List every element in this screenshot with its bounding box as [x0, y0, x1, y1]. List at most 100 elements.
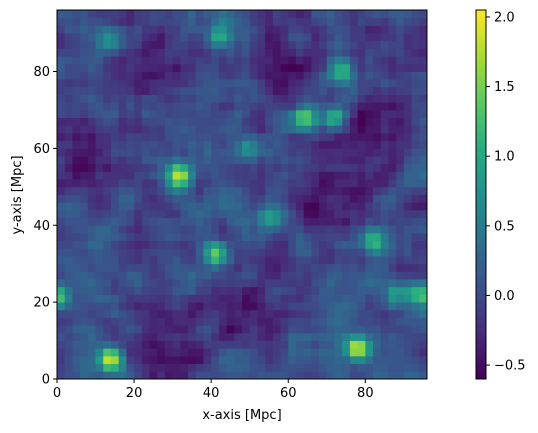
- heatmap-cell: [157, 309, 166, 318]
- heatmap-cell: [211, 171, 220, 180]
- heatmap-cell: [234, 117, 243, 126]
- heatmap-cell: [95, 125, 104, 134]
- heatmap-cell: [280, 348, 289, 357]
- heatmap-cell: [72, 256, 81, 265]
- heatmap-cell: [126, 309, 135, 318]
- heatmap-cell: [72, 102, 81, 111]
- heatmap-cell: [257, 10, 266, 19]
- heatmap-cell: [403, 171, 412, 180]
- heatmap-cell: [249, 232, 258, 242]
- heatmap-cell: [349, 202, 359, 211]
- heatmap-cells: [57, 10, 428, 380]
- heatmap-cell: [211, 309, 220, 318]
- heatmap-cell: [172, 86, 181, 95]
- heatmap-cell: [326, 71, 335, 80]
- heatmap-cell: [87, 17, 96, 26]
- heatmap-cell: [149, 148, 158, 157]
- heatmap-cell: [403, 109, 412, 119]
- heatmap-cell: [195, 309, 204, 318]
- heatmap-cell: [203, 294, 212, 303]
- heatmap-cell: [388, 325, 397, 334]
- heatmap-cell: [403, 133, 412, 142]
- heatmap-cell: [311, 63, 320, 72]
- heatmap-cell: [411, 10, 420, 19]
- heatmap-cell: [134, 86, 143, 95]
- heatmap-cell: [357, 40, 366, 49]
- heatmap-cell: [311, 348, 320, 357]
- heatmap-cell: [218, 63, 227, 72]
- heatmap-cell: [157, 240, 166, 249]
- heatmap-cell: [80, 163, 89, 172]
- heatmap-cell: [357, 86, 366, 95]
- heatmap-cell: [103, 256, 112, 265]
- heatmap-cell: [218, 171, 227, 180]
- heatmap-cell: [149, 179, 158, 188]
- heatmap-cell: [226, 179, 235, 188]
- heatmap-cell: [103, 309, 112, 318]
- heatmap-cell: [218, 355, 227, 365]
- heatmap-cell: [326, 148, 335, 157]
- heatmap-cell: [419, 94, 428, 103]
- heatmap-cell: [272, 363, 281, 372]
- heatmap-cell: [126, 109, 135, 119]
- heatmap-cell: [272, 148, 281, 157]
- heatmap-cell: [311, 48, 320, 57]
- heatmap-cell: [396, 325, 405, 334]
- heatmap-cell: [218, 17, 227, 26]
- heatmap-cell: [110, 117, 120, 126]
- heatmap-cell: [72, 263, 81, 272]
- heatmap-cell: [326, 340, 335, 349]
- heatmap-cell: [303, 148, 312, 157]
- heatmap-cell: [388, 317, 397, 326]
- heatmap-cell: [134, 71, 143, 80]
- heatmap-cell: [64, 294, 73, 303]
- heatmap-cell: [110, 17, 120, 26]
- heatmap-cell: [134, 225, 143, 234]
- heatmap-cell: [342, 125, 351, 134]
- heatmap-cell: [265, 256, 274, 265]
- heatmap-cell: [234, 217, 243, 226]
- heatmap-cell: [319, 263, 328, 272]
- heatmap-cell: [303, 194, 312, 203]
- heatmap-cell: [334, 25, 343, 34]
- heatmap-cell: [72, 186, 81, 195]
- heatmap-cell: [57, 225, 66, 234]
- heatmap-cell: [195, 48, 204, 57]
- heatmap-cell: [373, 209, 382, 218]
- heatmap-cell: [249, 94, 258, 103]
- heatmap-cell: [103, 371, 112, 380]
- heatmap-cell: [103, 202, 112, 211]
- heatmap-cell: [388, 102, 397, 111]
- heatmap-cell: [319, 325, 328, 334]
- heatmap-cell: [342, 40, 351, 49]
- heatmap-cell: [234, 140, 243, 149]
- heatmap-cell: [195, 371, 204, 380]
- heatmap-cell: [203, 63, 212, 72]
- heatmap-cell: [334, 117, 343, 126]
- heatmap-cell: [373, 279, 382, 288]
- heatmap-cell: [103, 156, 112, 165]
- heatmap-cell: [349, 56, 359, 65]
- heatmap-cell: [195, 279, 204, 288]
- heatmap-cell: [373, 225, 382, 234]
- heatmap-cell: [411, 355, 420, 365]
- heatmap-cell: [211, 140, 220, 149]
- heatmap-cell: [141, 317, 150, 326]
- heatmap-cell: [373, 40, 382, 49]
- heatmap-cell: [234, 248, 243, 257]
- heatmap-cell: [295, 56, 305, 65]
- heatmap-cell: [141, 286, 150, 295]
- heatmap-cell: [226, 371, 235, 380]
- heatmap-cell: [388, 217, 397, 226]
- heatmap-cell: [95, 325, 104, 334]
- heatmap-cell: [249, 117, 258, 126]
- heatmap-cell: [349, 340, 359, 349]
- heatmap-cell: [288, 248, 297, 257]
- heatmap-cell: [365, 10, 374, 19]
- heatmap-cell: [411, 217, 420, 226]
- heatmap-cell: [180, 271, 189, 280]
- heatmap-cell: [64, 232, 73, 242]
- heatmap-cell: [57, 63, 66, 72]
- heatmap-cell: [141, 294, 150, 303]
- heatmap-cell: [226, 271, 235, 280]
